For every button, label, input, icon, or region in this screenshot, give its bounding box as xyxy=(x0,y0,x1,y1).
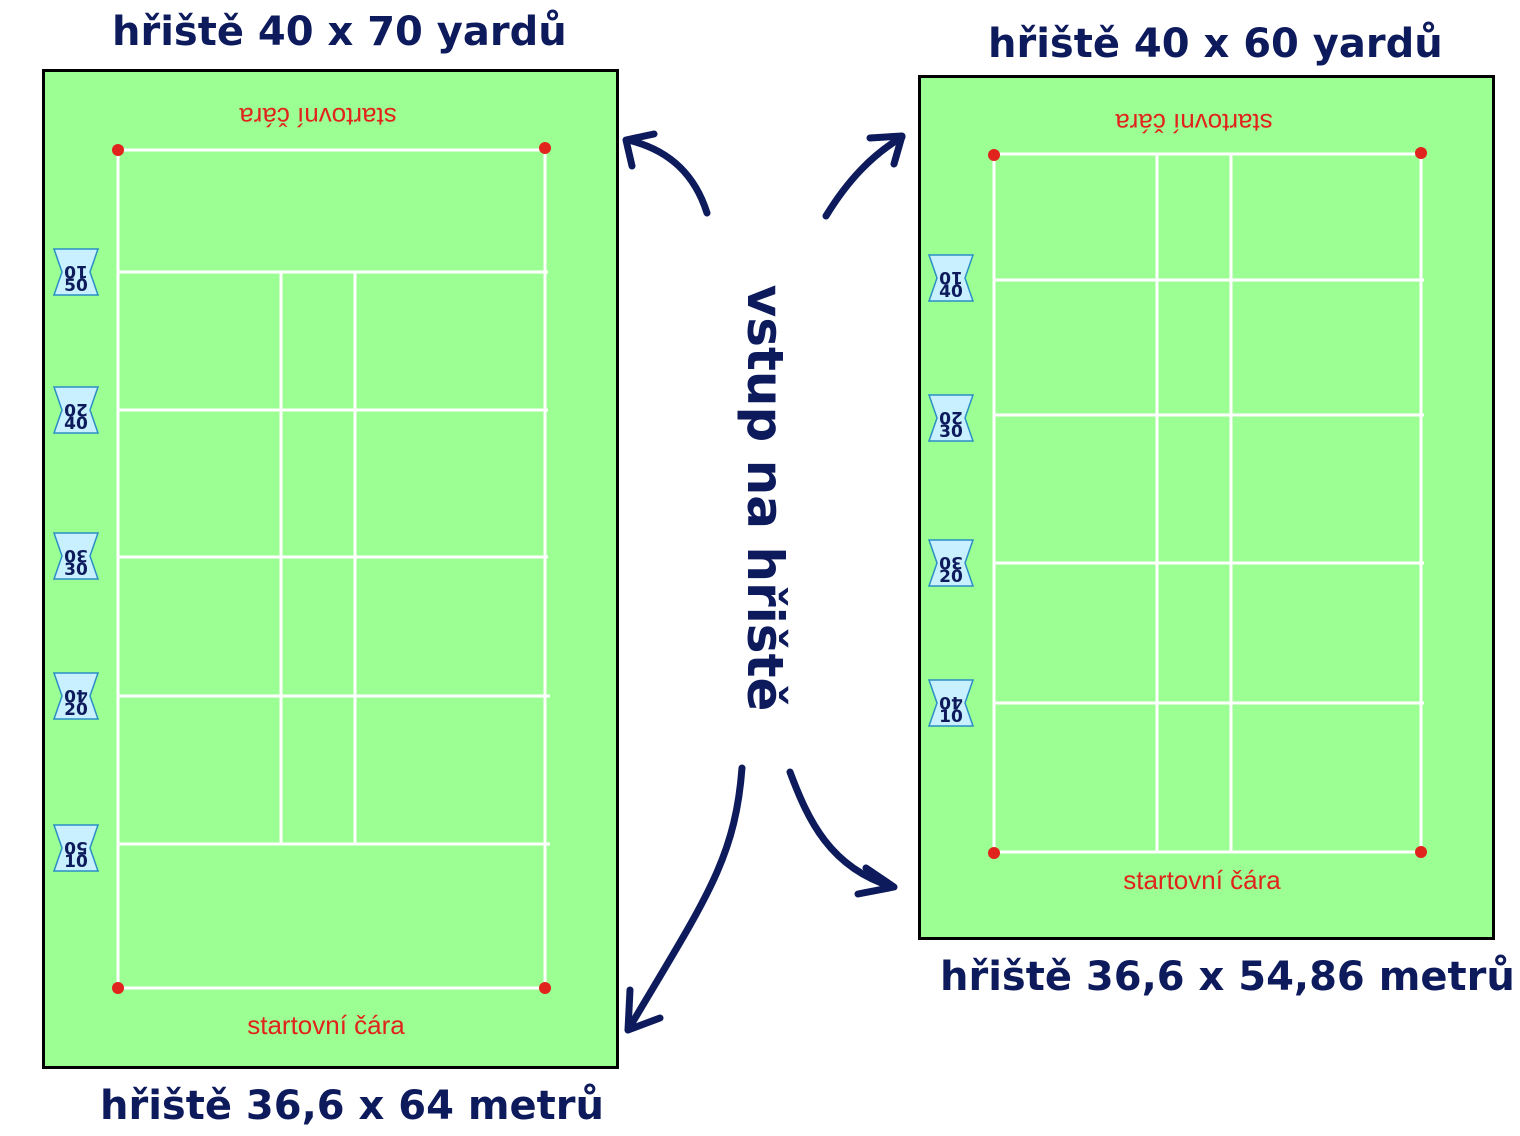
arrow-head-icon xyxy=(624,986,664,1034)
corner-dot xyxy=(988,847,1000,859)
yard-marker-upper: 40 xyxy=(64,685,88,705)
yard-marker-shape xyxy=(927,394,975,442)
entry-label: vstup na hřiště xyxy=(736,284,794,712)
corner-dot xyxy=(1415,147,1427,159)
yard-marker-upper: 40 xyxy=(939,692,963,712)
left-field-title-meters: hřiště 36,6 x 64 metrů xyxy=(100,1083,604,1129)
left-field-lines xyxy=(116,148,550,990)
right-field-title-yards: hřiště 40 x 60 yardů xyxy=(988,21,1443,67)
yard-marker-upper: 10 xyxy=(64,261,88,281)
yard-marker-shape xyxy=(927,679,975,727)
corner-dot xyxy=(112,982,124,994)
yard-marker-upper: 50 xyxy=(64,837,88,857)
right-field-boundary xyxy=(992,152,1423,854)
corner-dot xyxy=(112,144,124,156)
yard-marker-lower: 10 xyxy=(64,852,88,872)
yard-marker-shape xyxy=(52,532,100,580)
yard-marker-shape xyxy=(52,248,100,296)
right-field-lines xyxy=(992,152,1424,854)
left-field-boundary xyxy=(116,148,547,990)
arrow-icon xyxy=(822,133,906,220)
yard-marker-lower: 30 xyxy=(939,422,963,442)
corner-dot xyxy=(539,982,551,994)
yard-marker-upper: 30 xyxy=(939,552,963,572)
yard-marker-lower: 20 xyxy=(939,567,963,587)
yard-marker-lower: 30 xyxy=(64,560,88,580)
yard-marker-shape xyxy=(927,254,975,302)
left-start-line-label-bottom: startovní čára xyxy=(247,1010,405,1040)
entry-arrows xyxy=(622,130,906,1034)
yard-marker-shape xyxy=(52,672,100,720)
yard-marker-shape xyxy=(52,824,100,872)
left-field-title-yards: hřiště 40 x 70 yardů xyxy=(112,9,567,55)
arrow-head-icon xyxy=(866,132,906,168)
yard-marker-shape xyxy=(52,386,100,434)
corner-dot xyxy=(988,149,1000,161)
arrow-head-icon xyxy=(622,130,658,170)
right-field-corners xyxy=(988,147,1427,859)
arrow-icon xyxy=(624,136,711,217)
right-start-line-label-bottom: startovní čára xyxy=(1123,865,1281,895)
arrow-icon xyxy=(624,764,746,1034)
corner-dot xyxy=(539,142,551,154)
left-field-corners xyxy=(112,142,551,994)
right-start-line-label-top: startovní čára xyxy=(1115,108,1273,138)
corner-dot xyxy=(1415,846,1427,858)
arrow-head-icon xyxy=(854,864,898,898)
yard-marker-lower: 40 xyxy=(939,282,963,302)
yard-marker-lower: 50 xyxy=(64,276,88,296)
left-start-line-label-top: startovní čára xyxy=(239,102,397,132)
yard-marker-upper: 20 xyxy=(64,399,88,419)
yard-marker-upper: 10 xyxy=(939,267,963,287)
right-field xyxy=(918,75,1495,940)
yard-marker-lower: 10 xyxy=(939,707,963,727)
yard-marker-upper: 30 xyxy=(64,545,88,565)
yard-marker-lower: 40 xyxy=(64,414,88,434)
left-field xyxy=(42,69,619,1069)
yard-marker-lower: 20 xyxy=(64,700,88,720)
right-field-title-meters: hřiště 36,6 x 54,86 metrů xyxy=(940,954,1515,1000)
arrow-icon xyxy=(786,768,897,891)
yard-marker-shape xyxy=(927,539,975,587)
yard-marker-upper: 20 xyxy=(939,407,963,427)
